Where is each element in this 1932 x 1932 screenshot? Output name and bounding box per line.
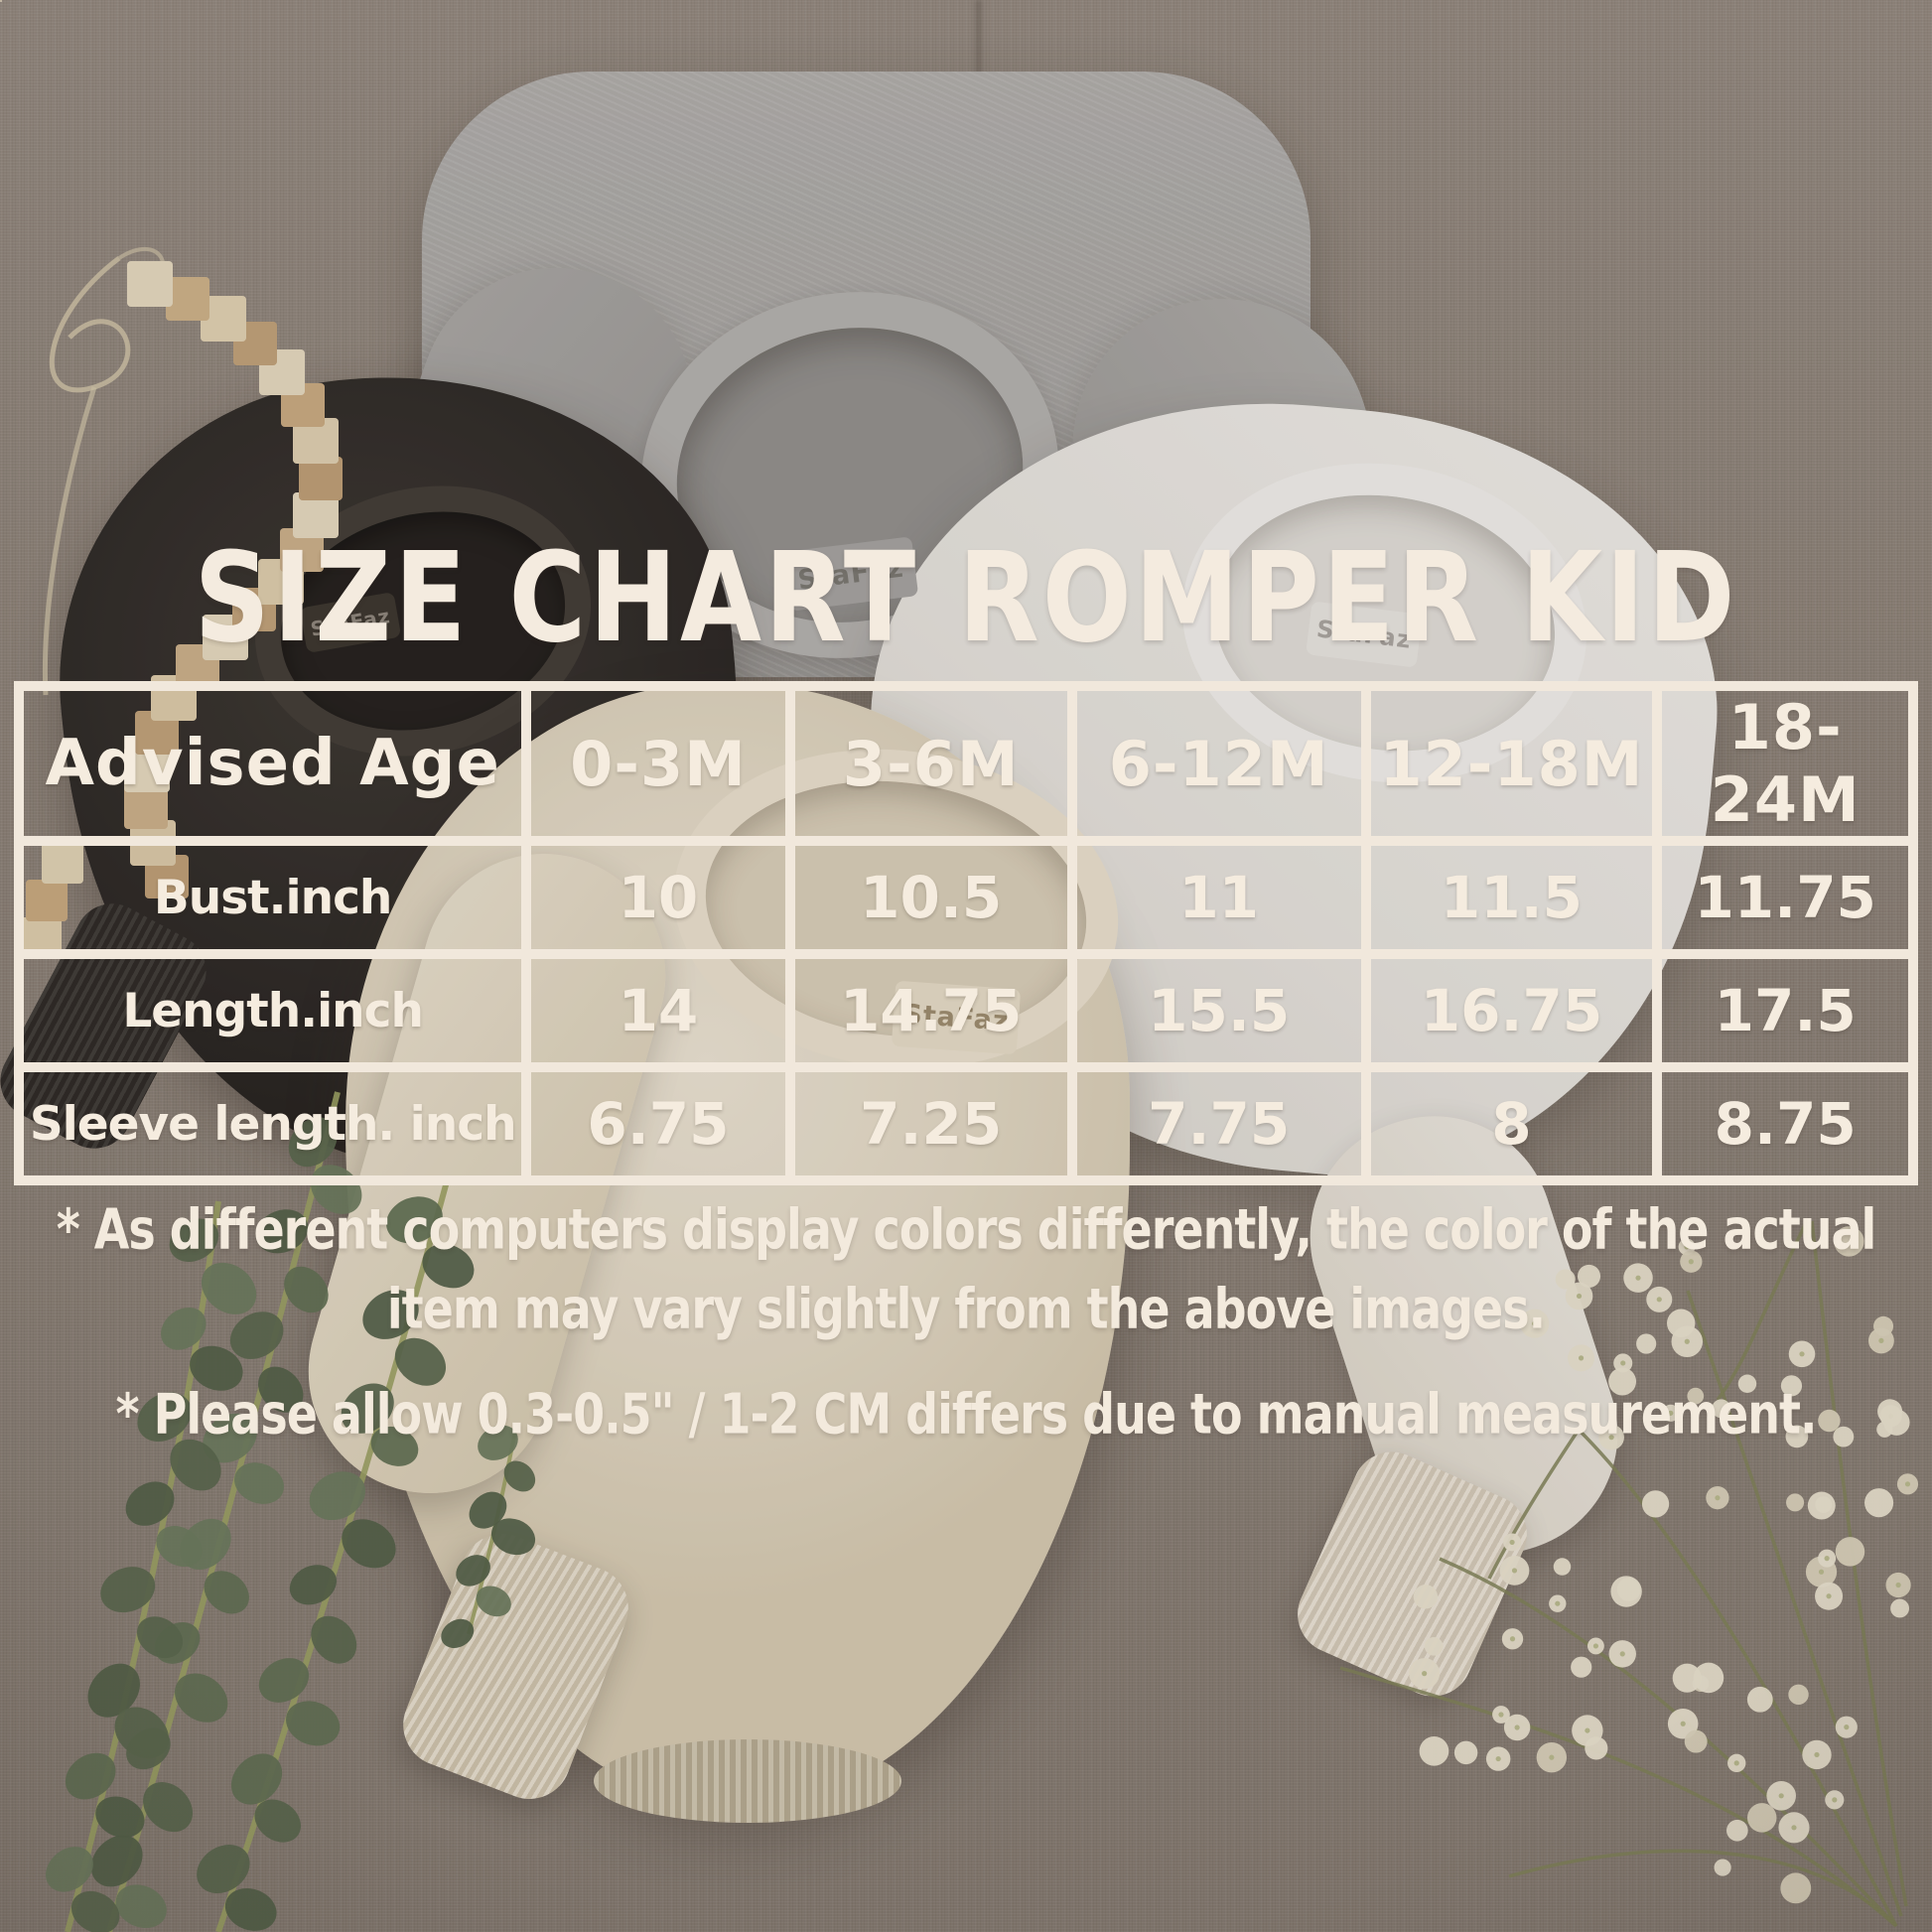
size-table-row-sleeve: Sleeve length. inch 6.75 7.25 7.75 8 8.7… (13, 1062, 1918, 1185)
size-table-value-cell: 14.75 (784, 949, 1077, 1072)
size-table-header-cell: 0-3M (521, 681, 795, 846)
size-table-value-cell: 8.75 (1652, 1062, 1918, 1185)
size-table-value-cell: 16.75 (1360, 949, 1663, 1072)
size-table-row-label: Sleeve length. inch (13, 1062, 532, 1185)
size-table-value-cell: 15.5 (1066, 949, 1371, 1072)
size-table-value-cell: 8 (1360, 1062, 1663, 1185)
size-table-header-cell: 3-6M (784, 681, 1077, 846)
size-table-value-cell: 10 (521, 836, 795, 959)
size-table-value-cell: 6.75 (521, 1062, 795, 1185)
size-table-header-cell: 12-18M (1360, 681, 1663, 846)
color-disclaimer-line-2: item may vary slightly from the above im… (386, 1276, 1546, 1341)
measurement-disclaimer: * Please allow 0.3-0.5" / 1-2 CM differs… (115, 1381, 1818, 1447)
size-table-value-cell: 10.5 (784, 836, 1077, 959)
size-table-value-cell: 7.75 (1066, 1062, 1371, 1185)
size-table-value-cell: 17.5 (1652, 949, 1918, 1072)
disclaimer-notes: * As different computers display colors … (0, 1189, 1932, 1453)
babys-breath-flowers (1339, 1220, 1919, 1928)
size-table-header-cell: 6-12M (1066, 681, 1371, 846)
size-table-value-cell: 7.25 (784, 1062, 1077, 1185)
size-table-value-cell: 14 (521, 949, 795, 1072)
size-table-row-label: Length.inch (13, 949, 532, 1072)
twine-string (42, 246, 166, 696)
chart-title: SIZE CHART ROMPER KID (194, 525, 1738, 670)
size-table-row-label: Bust.inch (13, 836, 532, 959)
size-table-row-length: Length.inch 14 14.75 15.5 16.75 17.5 (13, 949, 1918, 1072)
size-table-header-cell: Advised Age (13, 681, 532, 846)
size-table-row-bust: Bust.inch 10 10.5 11 11.5 11.75 (13, 836, 1918, 959)
color-disclaimer-line-1: * As different computers display colors … (56, 1196, 1877, 1262)
size-table-value-cell: 11.5 (1360, 836, 1663, 959)
size-table-value-cell: 11.75 (1652, 836, 1918, 959)
size-table-value-cell: 11 (1066, 836, 1371, 959)
size-table: Advised Age 0-3M 3-6M 6-12M 12-18M 18-24… (13, 681, 1918, 1185)
wooden-bead-garland (0, 0, 2, 2)
cream-romper-elastic-hem (594, 1739, 901, 1823)
size-table-header-cell: 18-24M (1652, 681, 1918, 846)
size-table-header-row: Advised Age 0-3M 3-6M 6-12M 12-18M 18-24… (13, 681, 1918, 846)
